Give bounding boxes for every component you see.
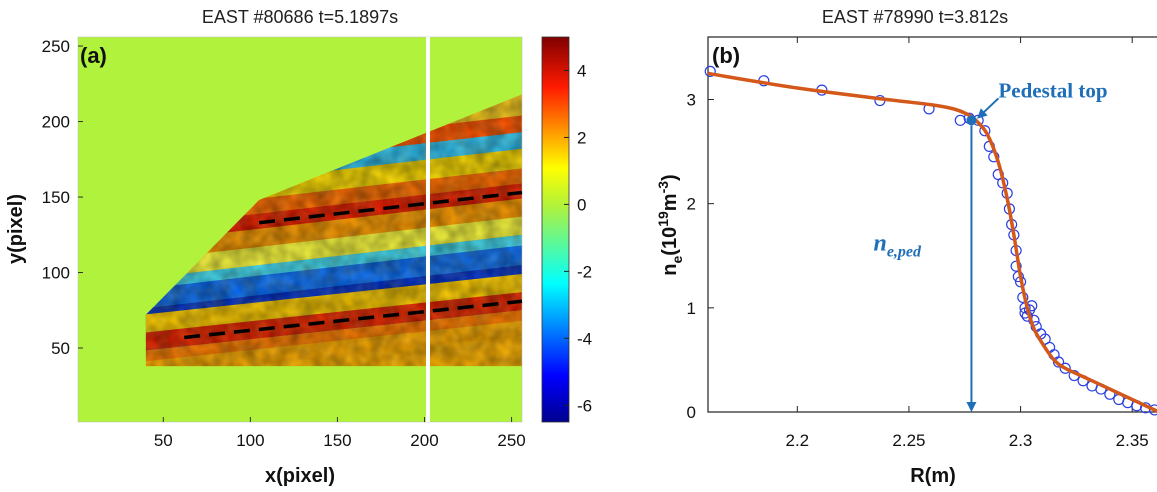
y-tick-label: 200 bbox=[42, 113, 70, 132]
pedestal-top-arrow bbox=[977, 97, 1000, 119]
y-tick-label: 2 bbox=[687, 195, 696, 214]
x-tick-label: 2.35 bbox=[1116, 431, 1149, 450]
data-marker bbox=[1059, 362, 1071, 374]
colorbar-tick-label: 2 bbox=[577, 128, 586, 147]
pedestal-top-point bbox=[966, 115, 977, 126]
ne-ped-label: ne,ped bbox=[873, 231, 922, 261]
y-tick-label: 50 bbox=[51, 339, 70, 358]
x-tick-label: 50 bbox=[154, 431, 173, 450]
panel-a-label: (a) bbox=[80, 43, 107, 68]
colorbar-tick-label: -4 bbox=[577, 329, 592, 348]
panel-a-ylabel: y(pixel) bbox=[5, 194, 27, 264]
panel-b-axes: 2.2 2.25 2.3 2.35 0 1 2 3 bbox=[687, 37, 1149, 450]
x-tick-label: 150 bbox=[323, 431, 351, 450]
colorbar-tick-label: -6 bbox=[577, 396, 592, 415]
dashed-line-2 bbox=[184, 299, 523, 340]
fit-curve bbox=[707, 71, 1157, 413]
colorbar-ticks: 4 2 0 -2 -4 -6 bbox=[564, 61, 592, 415]
y-tick-label: 3 bbox=[687, 91, 696, 110]
y-tick-label: 250 bbox=[42, 37, 70, 56]
panel-a-xlabel: x(pixel) bbox=[265, 465, 335, 487]
colorbar-tick-label: -2 bbox=[577, 262, 592, 281]
data-marker bbox=[1010, 260, 1022, 272]
panel-b-ylabel: ne(1019m-3) bbox=[655, 174, 685, 275]
x-tick-label: 2.3 bbox=[1009, 431, 1033, 450]
data-marker bbox=[1052, 356, 1065, 368]
panel-a-title: EAST #80686 t=5.1897s bbox=[202, 7, 398, 27]
colorbar bbox=[541, 36, 570, 423]
x-tick-label: 100 bbox=[236, 431, 264, 450]
panel-b-profile: EAST #78990 t=3.812s 2.2 2.25 2.3 2.350123 … bbox=[655, 7, 1157, 487]
pedestal-top-label: Pedestal top bbox=[998, 78, 1107, 102]
data-marker bbox=[704, 65, 716, 77]
x-tick-label: 200 bbox=[410, 431, 438, 450]
data-marker bbox=[979, 125, 991, 137]
panel-b-frame bbox=[707, 36, 1157, 413]
x-tick-label: 2.2 bbox=[785, 431, 809, 450]
y-tick-label: 150 bbox=[42, 188, 70, 207]
y-tick-label: 100 bbox=[42, 264, 70, 283]
data-marker bbox=[1148, 404, 1157, 416]
colorbar-tick-label: 0 bbox=[577, 195, 586, 214]
panel-b-title: EAST #78990 t=3.812s bbox=[822, 7, 1008, 27]
x-tick-label: 250 bbox=[497, 431, 525, 450]
x-tick-label: 2.25 bbox=[892, 431, 925, 450]
panel-a-heatmap: EAST #80686 t=5.1897s 50 100 150 200 250 50 10… bbox=[5, 7, 592, 487]
panel-a-axes: 50 100 150 200 250 50 100 150 200 250 bbox=[42, 37, 526, 450]
dashed-lines bbox=[184, 190, 523, 340]
heatmap-frame bbox=[77, 36, 523, 423]
panel-b-xlabel: R(m) bbox=[910, 465, 956, 487]
dashed-line-1 bbox=[258, 190, 523, 225]
panel-b-label: (b) bbox=[712, 43, 740, 68]
y-tick-label: 1 bbox=[687, 299, 696, 318]
y-tick-label: 0 bbox=[687, 403, 696, 422]
colorbar-tick-label: 4 bbox=[577, 61, 586, 80]
